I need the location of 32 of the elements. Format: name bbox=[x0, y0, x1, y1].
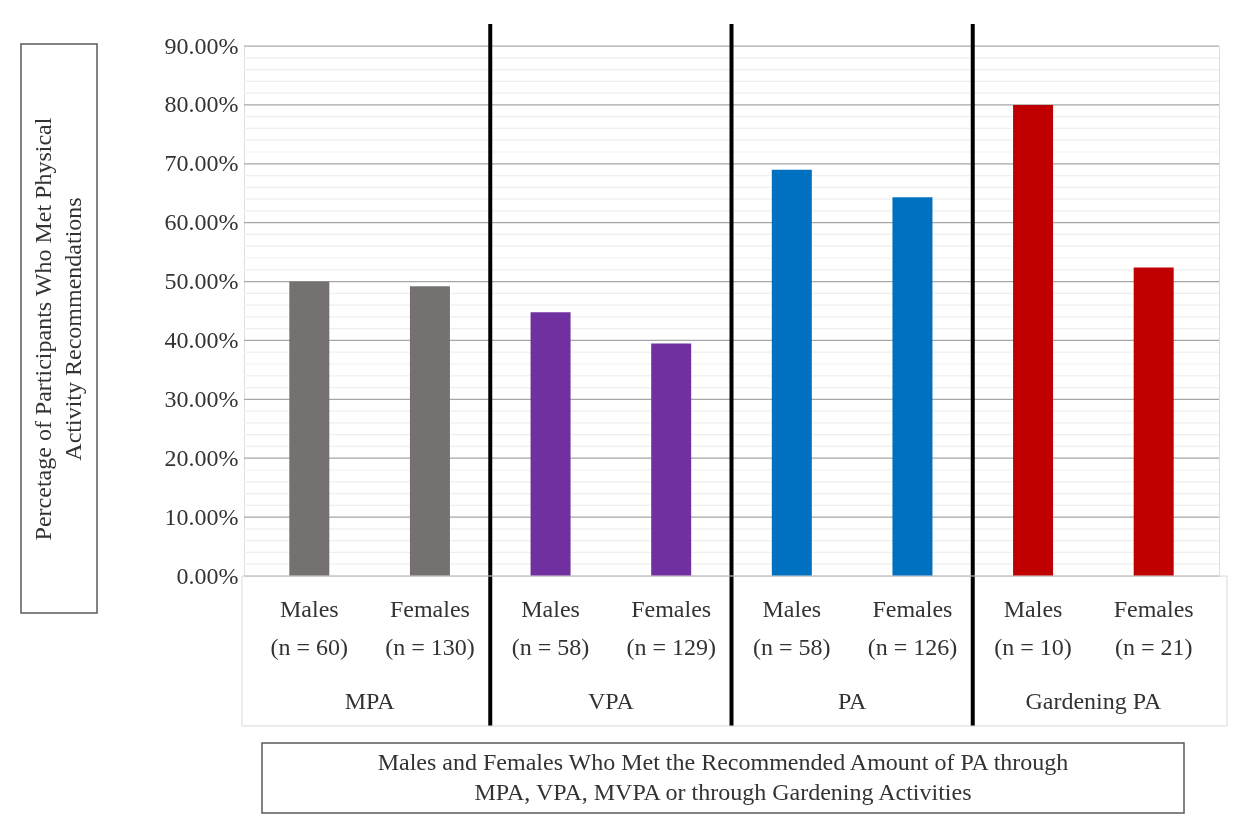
x-axis-title: Males and Females Who Met the Recommended Amount of PA through MPA, VPA, MVPA or through Gardening Activities bbox=[377, 749, 1069, 805]
y-tick-label: 90.00% bbox=[164, 32, 239, 59]
bar bbox=[771, 169, 812, 576]
y-tick-label: 20.00% bbox=[164, 444, 239, 471]
bar bbox=[409, 286, 450, 576]
y-tick-label: 60.00% bbox=[164, 209, 239, 236]
x-tick-label: Females (n = 126) bbox=[867, 596, 958, 660]
y-tick-label: 80.00% bbox=[164, 91, 239, 118]
y-axis-title: Percetage of Participants Who Met Physical Activity Recommendations bbox=[30, 117, 86, 541]
text: Gardening PA bbox=[1025, 688, 1162, 714]
text: PA bbox=[837, 688, 868, 714]
x-tick-label: Males (n = 58) bbox=[511, 596, 590, 660]
bar bbox=[651, 343, 692, 576]
text: VPA bbox=[587, 688, 635, 714]
bar bbox=[892, 197, 933, 576]
x-tick-label: Males (n = 58) bbox=[753, 596, 831, 660]
y-tick-label: 0.00% bbox=[176, 562, 239, 589]
y-tick-label: 40.00% bbox=[164, 326, 239, 353]
bar bbox=[289, 281, 330, 576]
text: MPA bbox=[344, 688, 396, 714]
x-tick-label: Males (n = 60) bbox=[270, 596, 349, 660]
y-tick-label: 70.00% bbox=[164, 150, 239, 177]
y-tick-label: 50.00% bbox=[164, 268, 239, 295]
x-tick-label: Females (n = 21) bbox=[1113, 596, 1194, 660]
bar bbox=[1013, 104, 1054, 576]
x-tick-label: Females (n = 130) bbox=[385, 596, 475, 660]
y-tick-label: 10.00% bbox=[164, 503, 239, 530]
bar bbox=[1133, 267, 1174, 576]
bar bbox=[530, 312, 571, 576]
y-tick-label: 30.00% bbox=[164, 385, 239, 412]
x-tick-label: Males (n = 10) bbox=[994, 596, 1072, 660]
x-tick-label: Females (n = 129) bbox=[626, 596, 716, 660]
